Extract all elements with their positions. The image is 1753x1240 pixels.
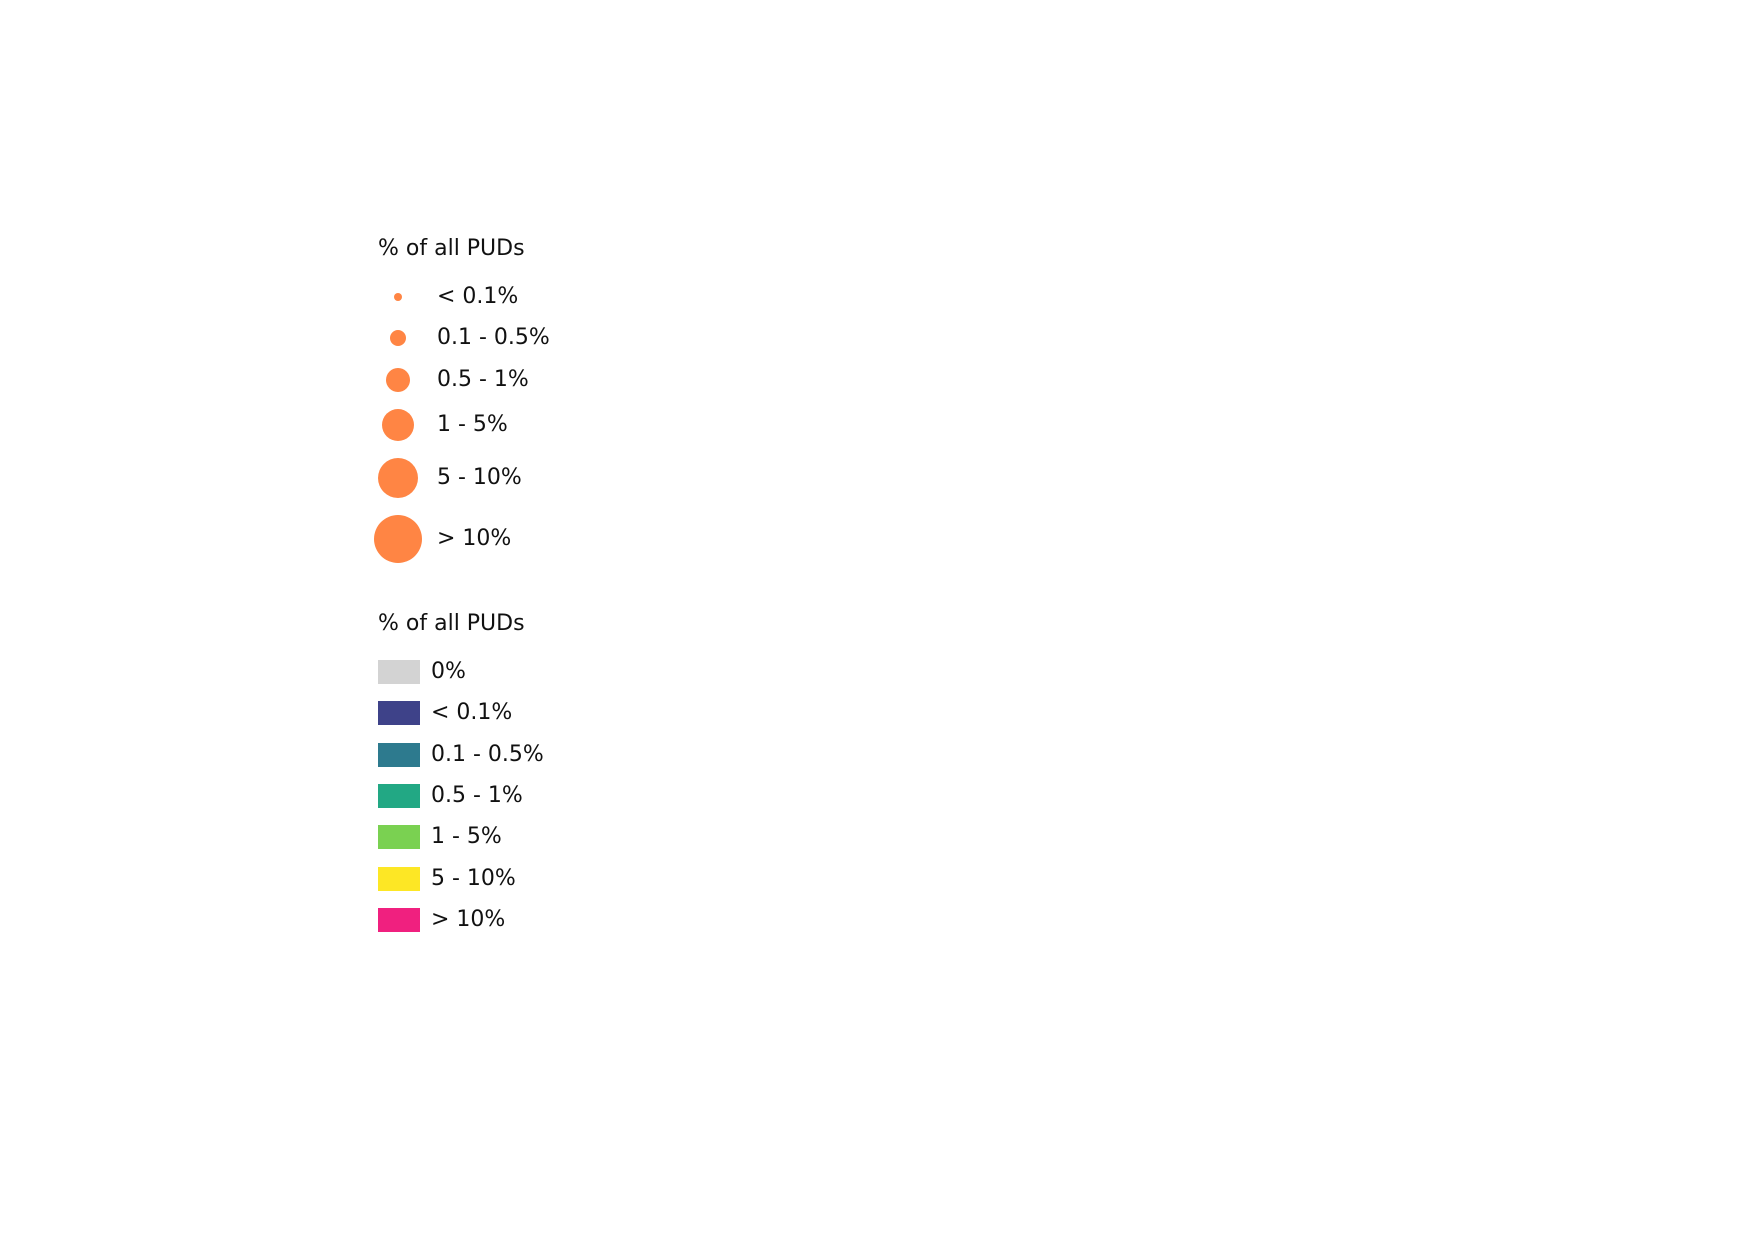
color-legend-swatch-1: [378, 701, 420, 725]
size-legend-label-2: 0.5 - 1%: [437, 367, 529, 392]
color-legend-title: % of all PUDs: [378, 611, 525, 636]
size-legend-label-4: 5 - 10%: [437, 465, 522, 490]
color-legend: % of all PUDs: [378, 611, 525, 637]
size-legend-circle-1: [390, 330, 406, 346]
color-legend-swatch-2: [378, 743, 420, 767]
size-legend-circle-2: [386, 368, 410, 392]
size-legend-label-0: < 0.1%: [437, 284, 519, 309]
size-legend-circle-0: [394, 293, 402, 301]
color-legend-label-5: 5 - 10%: [431, 866, 516, 891]
color-legend-swatch-3: [378, 784, 420, 808]
size-legend-title: % of all PUDs: [378, 236, 525, 261]
size-legend-label-3: 1 - 5%: [437, 412, 508, 437]
color-legend-swatch-5: [378, 867, 420, 891]
size-legend-circle-5: [374, 515, 422, 563]
color-legend-label-3: 0.5 - 1%: [431, 783, 523, 808]
size-legend-label-1: 0.1 - 0.5%: [437, 325, 550, 350]
color-legend-label-2: 0.1 - 0.5%: [431, 742, 544, 767]
color-legend-swatch-6: [378, 908, 420, 932]
color-legend-label-4: 1 - 5%: [431, 824, 502, 849]
size-legend-circle-4: [378, 458, 418, 498]
color-legend-label-1: < 0.1%: [431, 700, 513, 725]
color-legend-swatch-4: [378, 825, 420, 849]
color-legend-label-0: 0%: [431, 659, 466, 684]
size-legend-circle-3: [382, 409, 414, 441]
size-legend: % of all PUDs: [378, 236, 525, 262]
color-legend-swatch-0: [378, 660, 420, 684]
color-legend-label-6: > 10%: [431, 907, 506, 932]
size-legend-label-5: > 10%: [437, 526, 512, 551]
